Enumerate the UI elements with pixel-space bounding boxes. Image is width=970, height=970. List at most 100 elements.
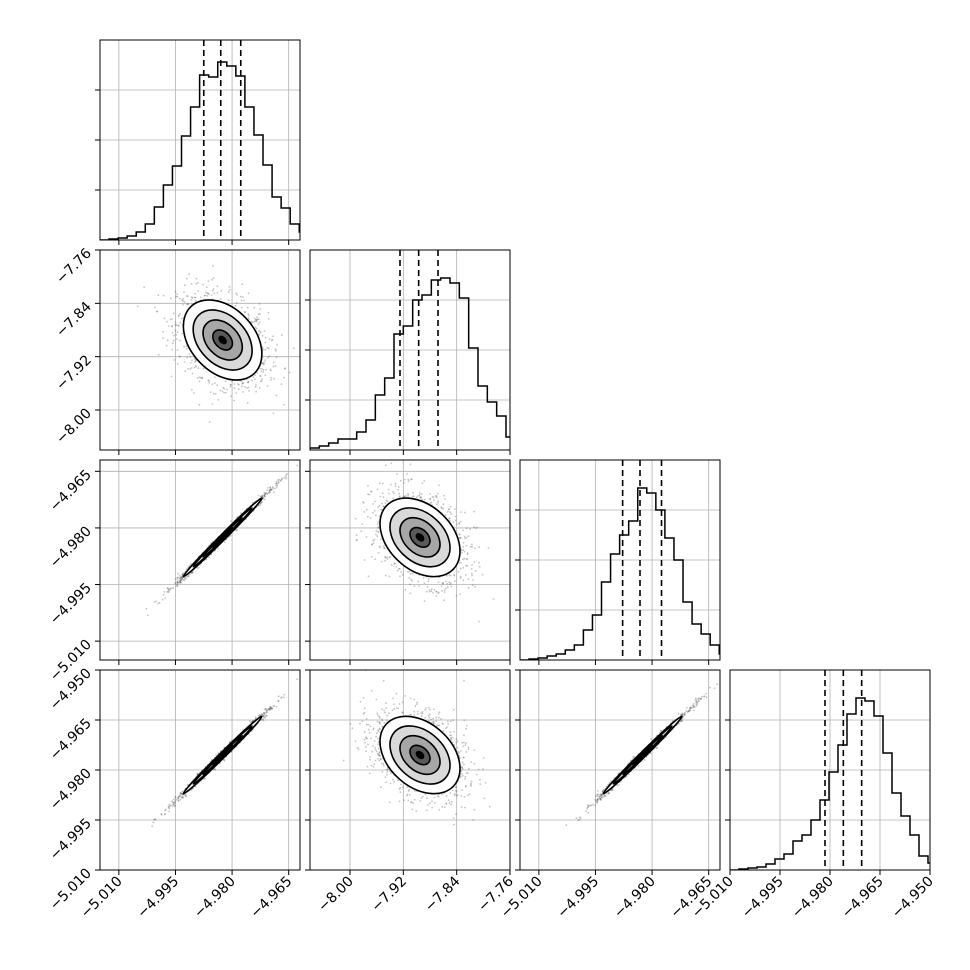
scatter-point — [293, 347, 295, 350]
scatter-point — [264, 374, 267, 376]
scatter-point — [236, 293, 239, 296]
scatter-point — [417, 580, 420, 583]
scatter-point — [458, 533, 461, 536]
scatter-point — [235, 292, 237, 295]
scatter-point — [435, 595, 438, 597]
scatter-point — [181, 573, 184, 576]
scatter-point — [356, 538, 358, 541]
scatter-point — [208, 421, 211, 423]
scatter-point — [411, 572, 414, 575]
scatter-point — [262, 715, 265, 718]
scatter-point — [259, 374, 262, 377]
scatter-point — [370, 490, 372, 492]
scatter-point — [454, 580, 456, 583]
scatter-point — [270, 488, 272, 491]
scatter-point — [197, 367, 200, 369]
scatter-point — [384, 559, 386, 562]
y-tick-label: −4.980 — [47, 523, 95, 571]
scatter-point — [437, 500, 440, 502]
scatter-point — [476, 526, 478, 529]
scatter-point — [271, 488, 273, 491]
scatter-point — [170, 375, 173, 378]
scatter-point — [166, 587, 169, 590]
scatter-point — [224, 380, 227, 383]
scatter-point — [280, 478, 283, 481]
scatter-point — [369, 517, 372, 519]
scatter-point — [247, 314, 250, 317]
scatter-point — [275, 482, 277, 485]
scatter-point — [194, 360, 197, 362]
scatter-point — [189, 368, 192, 371]
scatter-point — [275, 356, 278, 359]
scatter-point — [272, 491, 275, 494]
scatter-point — [378, 504, 381, 507]
scatter-point — [443, 591, 446, 593]
scatter-point — [408, 576, 411, 579]
scatter-point — [430, 501, 433, 504]
scatter-point — [268, 491, 271, 494]
scatter-point — [163, 590, 166, 593]
scatter-point — [179, 312, 182, 315]
scatter-point — [171, 318, 173, 320]
scatter-point — [185, 795, 188, 798]
scatter-point — [265, 714, 268, 717]
scatter-point — [435, 590, 438, 593]
scatter-point — [372, 503, 374, 505]
scatter-point — [186, 356, 189, 359]
scatter-point — [206, 292, 209, 295]
scatter-point — [405, 495, 407, 497]
scatter-point — [177, 315, 180, 317]
scatter-point — [398, 567, 400, 570]
scatter-point — [421, 498, 423, 501]
scatter-point — [181, 790, 184, 793]
scatter-point — [172, 339, 175, 342]
scatter-point — [261, 495, 264, 498]
scatter-point — [377, 506, 379, 508]
scatter-point — [179, 581, 182, 583]
scatter-point — [181, 577, 183, 580]
scatter-point — [179, 794, 181, 796]
scatter-point — [370, 491, 373, 493]
scatter-point — [374, 500, 376, 503]
scatter-point — [465, 527, 468, 530]
scatter-point — [393, 492, 395, 495]
scatter-point — [157, 602, 160, 605]
scatter-point — [387, 488, 390, 491]
scatter-point — [388, 575, 391, 578]
scatter-point — [233, 387, 236, 389]
scatter-point — [383, 547, 386, 550]
scatter-point — [377, 552, 380, 554]
scatter-point — [268, 489, 271, 492]
scatter-point — [397, 486, 400, 488]
scatter-point — [241, 283, 244, 286]
scatter-point — [197, 282, 199, 284]
scatter-point — [161, 598, 164, 601]
scatter-point — [461, 552, 463, 554]
scatter-point — [193, 366, 196, 369]
scatter-point — [421, 482, 424, 484]
scatter-point — [235, 302, 238, 304]
scatter-point — [460, 536, 462, 539]
scatter-point — [427, 580, 430, 583]
scatter-point — [188, 564, 191, 567]
scatter-point — [393, 562, 396, 565]
scatter-point — [172, 801, 175, 804]
scatter-point — [449, 505, 452, 508]
scatter-point — [276, 344, 278, 346]
scatter-point — [212, 277, 215, 280]
scatter-point — [407, 494, 410, 496]
scatter-point — [428, 589, 431, 591]
scatter-point — [164, 809, 167, 812]
scatter-point — [390, 483, 392, 486]
scatter-point — [196, 772, 199, 775]
scatter-point — [198, 566, 200, 569]
scatter-point — [385, 499, 388, 502]
scatter-point — [183, 300, 186, 303]
scatter-point — [169, 587, 172, 590]
scatter-point — [465, 536, 468, 539]
scatter-point — [264, 493, 267, 495]
scatter-point — [431, 496, 434, 498]
scatter-point — [269, 486, 272, 489]
scatter-point — [267, 311, 270, 314]
scatter-point — [518, 590, 520, 592]
